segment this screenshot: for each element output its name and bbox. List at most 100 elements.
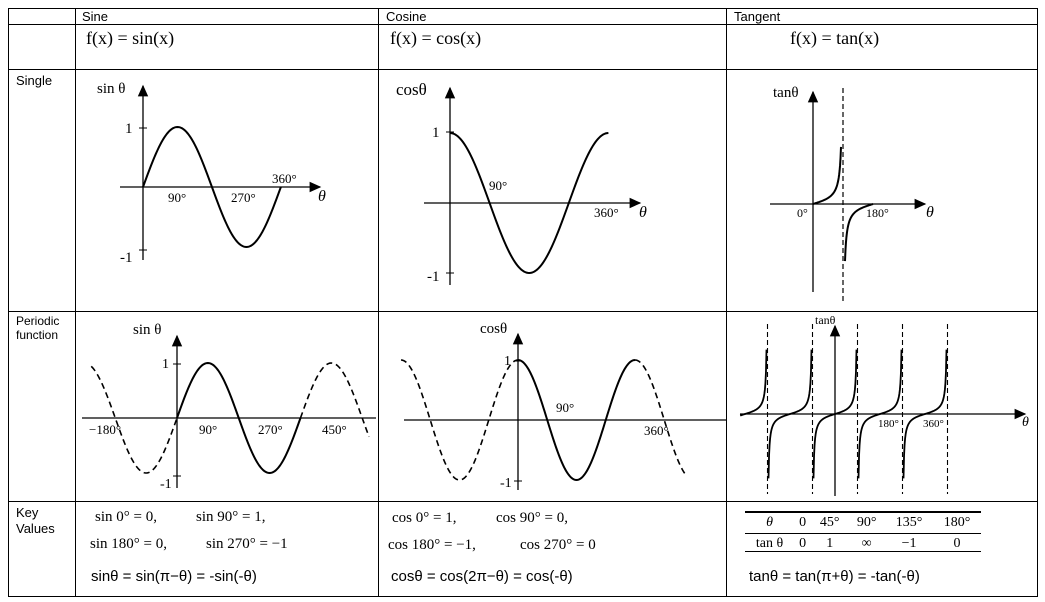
table-cell: 135° — [885, 513, 934, 534]
cosine-single-tick-90: 90° — [489, 178, 507, 193]
table-row-divider — [8, 69, 1038, 70]
sine-periodic-tick-450: 450° — [322, 422, 347, 437]
cosine-periodic-tick-neg1: -1 — [500, 476, 512, 491]
table-cell: −1 — [901, 536, 917, 551]
sine-single-tick-360: 360° — [272, 171, 297, 186]
table-cell: θ — [745, 513, 795, 534]
row-label-key-1: Key — [16, 505, 39, 520]
table-border-bottom — [8, 596, 1038, 597]
sine-periodic-tick-neg1: -1 — [160, 477, 172, 492]
cosine-identity: cosθ = cos(2π−θ) = cos(-θ) — [391, 568, 573, 585]
sine-identity: sinθ = sin(π−θ) = -sin(-θ) — [91, 568, 257, 585]
tangent-periodic-asymptotes — [766, 324, 949, 494]
cosine-periodic-curve-solid — [517, 359, 636, 482]
formula-cosine: f(x) = cos(x) — [390, 28, 482, 48]
row-label-key-2: Values — [16, 521, 55, 536]
cosine-single-ylabel: cosθ — [396, 80, 427, 99]
tangent-periodic-curve — [767, 349, 813, 479]
sine-single-tick-neg1: -1 — [120, 250, 133, 266]
row-label-periodic-2: function — [16, 328, 59, 342]
table-cell: 45° — [811, 513, 849, 534]
table-row-divider — [8, 501, 1038, 502]
tangent-periodic-ylabel: tanθ — [815, 313, 836, 327]
cosine-single-tick-1: 1 — [432, 125, 440, 141]
cosine-single-curve — [449, 132, 609, 275]
table-col-divider — [378, 8, 379, 597]
table-cell: tan θ — [755, 536, 784, 551]
table-row-divider — [8, 24, 1038, 25]
tangent-identity: tanθ = tan(π+θ) = -tan(-θ) — [749, 568, 920, 585]
table-border-right — [1037, 8, 1038, 597]
cosine-key-2b: cos 270° = 0 — [520, 537, 596, 553]
table-col-divider — [75, 8, 76, 597]
formula-sine: f(x) = sin(x) — [86, 28, 175, 48]
table-border-left — [8, 8, 9, 597]
sine-periodic-tick-m180: −180° — [89, 422, 121, 437]
table-cell: ∞ — [861, 536, 872, 551]
tangent-periodic-curve — [812, 349, 858, 479]
cosine-key-1b: cos 90° = 0, — [496, 510, 568, 526]
sine-single-ylabel: sin θ — [97, 81, 125, 97]
cosine-key-2a: cos 180° = −1, — [388, 537, 476, 553]
table-cell: 1 — [826, 536, 834, 551]
table-cell: 180° — [933, 513, 981, 534]
cosine-periodic-tick-90: 90° — [556, 400, 574, 415]
tangent-single-tick-180: 180° — [866, 206, 889, 220]
row-label-periodic-1: Periodic — [16, 314, 60, 328]
tangent-table-top-rule — [745, 511, 981, 513]
table-row-divider — [8, 311, 1038, 312]
sine-key-2b: sin 270° = −1 — [206, 536, 288, 552]
table-cell: 0 — [953, 536, 961, 551]
cosine-periodic-curve-dashed-right — [634, 359, 688, 477]
tangent-periodic-curve — [902, 349, 948, 479]
sine-key-2a: sin 180° = 0, — [90, 536, 167, 552]
cosine-single-xlabel: θ — [639, 204, 647, 221]
sine-periodic-tick-270: 270° — [258, 422, 283, 437]
tangent-single-curve-left — [812, 146, 842, 205]
sine-single-tick-1: 1 — [125, 121, 133, 137]
header-sine: Sine — [82, 9, 109, 24]
sine-key-1a: sin 0° = 0, — [95, 509, 157, 525]
cosine-single-tick-360: 360° — [594, 205, 619, 220]
cosine-key-1a: cos 0° = 1, — [392, 510, 457, 526]
tangent-single-xlabel: θ — [926, 204, 934, 221]
header-cosine: Cosine — [386, 9, 427, 24]
table-border-top — [8, 8, 1038, 9]
formula-tangent: f(x) = tan(x) — [790, 28, 880, 48]
cosine-single-tick-neg1: -1 — [427, 269, 440, 285]
table-col-divider — [726, 8, 727, 597]
sine-single-tick-90: 90° — [168, 190, 186, 205]
tangent-periodic-xlabel: θ — [1022, 415, 1029, 430]
cosine-periodic-tick-360: 360° — [644, 423, 669, 438]
table-cell: 90° — [848, 513, 886, 534]
sine-single-curve — [142, 125, 282, 249]
sine-key-1b: sin 90° = 1, — [196, 509, 266, 525]
sine-periodic-curve-dashed-right — [299, 362, 370, 438]
sine-periodic-tick-90: 90° — [199, 422, 217, 437]
cosine-periodic-ylabel: cosθ — [480, 321, 507, 337]
table-cell: 0 — [799, 536, 807, 551]
tangent-periodic-curve — [739, 349, 768, 417]
tangent-table-row-values: tan θ 0 1 ∞ −1 0 — [745, 534, 981, 555]
tangent-values-table: θ 0 45° 90° 135° 180° tan θ 0 1 ∞ −1 0 — [745, 513, 981, 554]
tangent-periodic-tick-180: 180° — [878, 418, 899, 430]
tangent-periodic-tick-360: 360° — [923, 418, 944, 430]
tangent-table-row-theta: θ 0 45° 90° 135° 180° — [745, 513, 981, 534]
sine-single-xlabel: θ — [318, 188, 326, 205]
sine-periodic-curve-solid — [176, 361, 302, 475]
tangent-table-bottom-rule — [745, 551, 981, 552]
sine-periodic-ylabel: sin θ — [133, 322, 161, 338]
tangent-single-curve-right — [844, 203, 874, 262]
tangent-single-ylabel: tanθ — [773, 85, 799, 101]
header-tangent: Tangent — [734, 9, 781, 24]
row-label-single: Single — [16, 73, 53, 88]
tangent-periodic-curve — [857, 349, 903, 479]
tangent-periodic-curves — [739, 349, 948, 479]
tangent-single-tick-0: 0° — [797, 206, 808, 220]
